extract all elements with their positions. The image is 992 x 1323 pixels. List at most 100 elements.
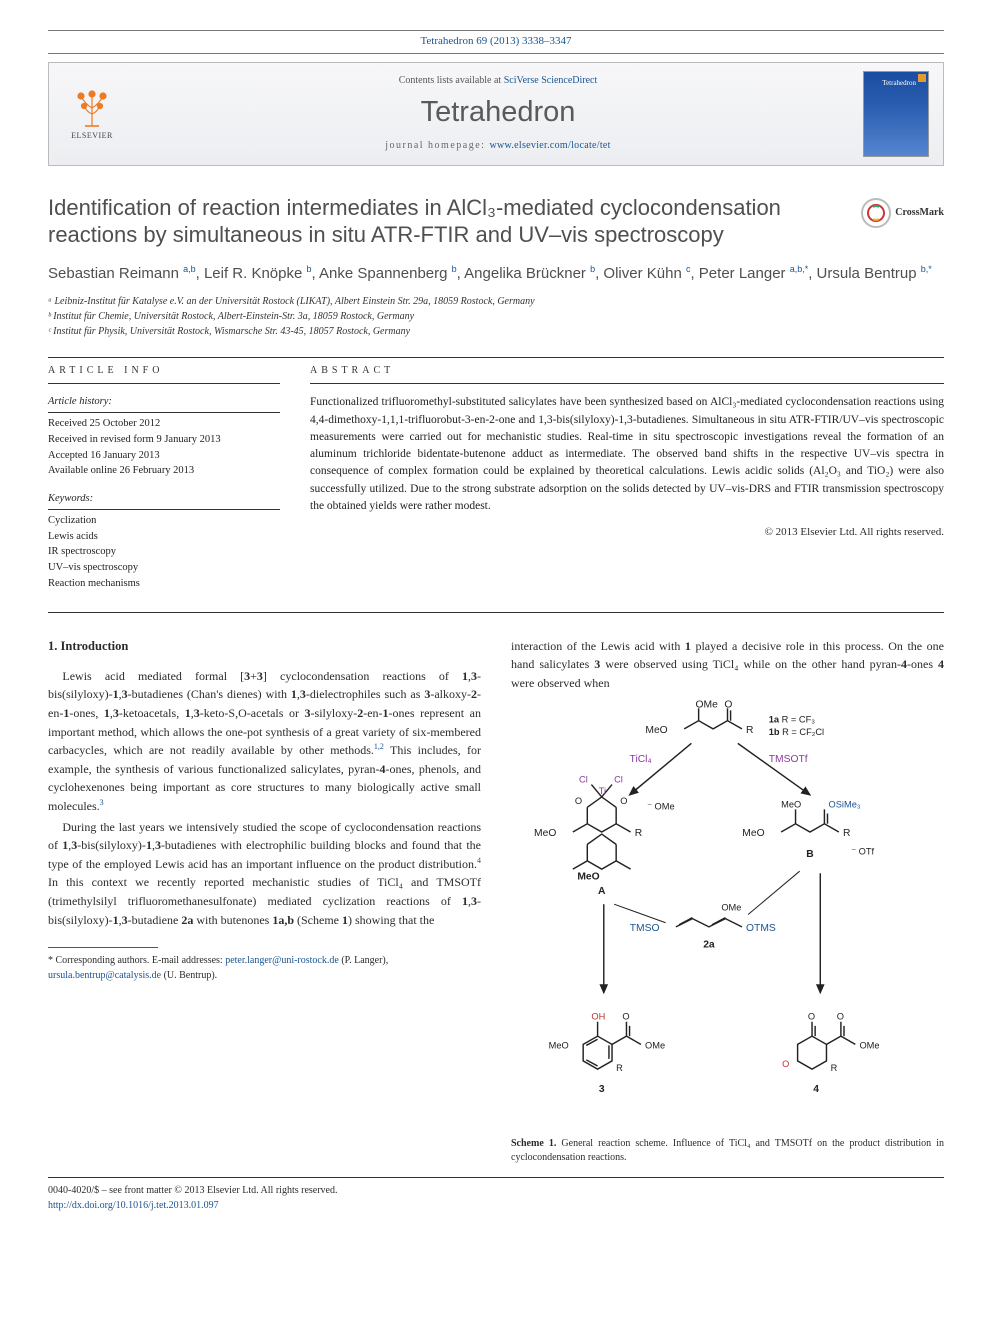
intro-para-3: interaction of the Lewis acid with 1 pla… [511, 637, 944, 693]
keyword: IR spectroscopy [48, 546, 116, 557]
a-ti: Ti [599, 786, 606, 796]
author-list: Sebastian Reimann a,b, Leif R. Knöpke b,… [48, 263, 944, 284]
abstract-column: ABSTRACT Functionalized trifluoromethyl-… [310, 364, 944, 604]
publisher-name: ELSEVIER [71, 130, 113, 142]
homepage-line: journal homepage: www.elsevier.com/locat… [133, 139, 863, 154]
keywords-block: Keywords: Cyclization Lewis acids IR spe… [48, 491, 280, 592]
article-info-label: ARTICLE INFO [48, 364, 280, 385]
a-minus: ⁻ OMe [647, 802, 675, 812]
article-history: Article history: Received 25 October 201… [48, 394, 280, 479]
label-r-top: R [746, 726, 753, 737]
b-r: R [843, 829, 850, 840]
species-1b-label: 1b R = CF₂Cl [769, 728, 824, 738]
scheme-caption-text: General reaction scheme. Influence of Ti… [511, 1138, 944, 1163]
history-line: Accepted 16 January 2013 [48, 450, 160, 461]
keywords-heading: Keywords: [48, 491, 280, 510]
a-cl1: Cl [579, 775, 588, 785]
affiliations: ᵃ Leibniz-Institut für Katalyse e.V. an … [48, 294, 944, 339]
abstract-copyright: © 2013 Elsevier Ltd. All rights reserved… [310, 525, 944, 541]
2a-ome: OMe [721, 903, 741, 913]
journal-header: ELSEVIER Contents lists available at Sci… [48, 62, 944, 166]
journal-cover-thumb: Tetrahedron [863, 71, 929, 157]
keyword: UV–vis spectroscopy [48, 562, 138, 573]
citation-bar: Tetrahedron 69 (2013) 3338–3347 [48, 30, 944, 54]
scheme-1-svg: MeO OMe O R 1a R = CF₃ 1b R = CF₂Cl TiCl… [511, 698, 944, 1131]
homepage-prefix: journal homepage: [385, 140, 489, 151]
contents-prefix: Contents lists available at [399, 75, 504, 86]
email-link-2[interactable]: ursula.bentrup@catalysis.de [48, 970, 161, 981]
a-ome-bottom: MeO [577, 872, 599, 883]
crossmark-label: CrossMark [895, 206, 944, 221]
4-o2: O [837, 1012, 844, 1022]
header-center: Contents lists available at SciVerse Sci… [133, 74, 863, 154]
scheme-caption-lead: Scheme 1. [511, 1138, 556, 1149]
tmsotf-label: TMSOTf [769, 754, 808, 765]
doi-link[interactable]: http://dx.doi.org/10.1016/j.tet.2013.01.… [48, 1200, 219, 1211]
body-right-column: interaction of the Lewis acid with 1 pla… [511, 637, 944, 1166]
elsevier-tree-icon [71, 86, 113, 128]
abstract-text: Functionalized trifluoromethyl-substitut… [310, 394, 944, 515]
email-link-1[interactable]: peter.langer@uni-rostock.de [225, 955, 339, 966]
4-r: R [831, 1064, 838, 1074]
3-r: R [616, 1064, 623, 1074]
scheme-1-figure: MeO OMe O R 1a R = CF₃ 1b R = CF₂Cl TiCl… [511, 698, 944, 1165]
footnote-lead: * Corresponding authors. E-mail addresse… [48, 955, 225, 966]
history-heading: Article history: [48, 394, 280, 413]
species-3-label: 3 [599, 1084, 605, 1095]
elsevier-logo: ELSEVIER [63, 82, 121, 146]
species-4-label: 4 [813, 1084, 819, 1095]
a-meo: MeO [534, 829, 556, 840]
species-2a-label: 2a [703, 940, 715, 951]
3-oh: OH [591, 1012, 605, 1022]
label-meo: MeO [645, 726, 667, 737]
4-o-ring: O [782, 1060, 789, 1070]
contents-available-line: Contents lists available at SciVerse Sci… [133, 74, 863, 89]
history-line: Received in revised form 9 January 2013 [48, 434, 221, 445]
crossmark-icon [861, 198, 891, 228]
article-title: Identification of reaction intermediates… [48, 194, 843, 249]
history-line: Received 25 October 2012 [48, 418, 160, 429]
footer-copyright: 0040-4020/$ – see front matter © 2013 El… [48, 1185, 337, 1196]
section-1-heading: 1. Introduction [48, 637, 481, 655]
abstract-label: ABSTRACT [310, 364, 944, 385]
species-1-label: 1a R = CF₃ [769, 715, 815, 725]
scheme-1-caption: Scheme 1. General reaction scheme. Influ… [511, 1137, 944, 1165]
b-minus: ⁻ OTf [851, 847, 874, 857]
cover-thumb-title: Tetrahedron [882, 78, 916, 88]
a-r: R [635, 829, 642, 840]
corresponding-footnote: * Corresponding authors. E-mail addresse… [48, 953, 481, 983]
keyword: Cyclization [48, 515, 96, 526]
tmso-label: TMSO [630, 923, 660, 934]
b-meo: MeO [742, 829, 764, 840]
body-left-column: 1. Introduction Lewis acid mediated form… [48, 637, 481, 1166]
history-line: Available online 26 February 2013 [48, 465, 194, 476]
4-ome: OMe [859, 1041, 879, 1051]
scidirect-link[interactable]: SciVerse ScienceDirect [504, 75, 598, 86]
keyword: Lewis acids [48, 531, 98, 542]
intro-para-1: Lewis acid mediated formal [3+3] cycloco… [48, 667, 481, 816]
otms-label: OTMS [746, 923, 776, 934]
3-meo: MeO [549, 1041, 569, 1051]
ticl4-label: TiCl₄ [630, 754, 652, 765]
3-ome: OMe [645, 1041, 665, 1051]
journal-name: Tetrahedron [133, 91, 863, 133]
label-ome-top: OMe [696, 700, 719, 711]
crossmark-widget[interactable]: CrossMark [861, 198, 944, 228]
doi-prefix: http://dx.doi.org/ [48, 1200, 116, 1211]
3-o: O [622, 1012, 629, 1022]
b-ome: MeO [781, 800, 801, 810]
4-o-top: O [808, 1012, 815, 1022]
body-two-column: 1. Introduction Lewis acid mediated form… [48, 637, 944, 1166]
doi-value: 10.1016/j.tet.2013.01.097 [116, 1200, 219, 1211]
homepage-link[interactable]: www.elsevier.com/locate/tet [489, 140, 610, 151]
page-footer: 0040-4020/$ – see front matter © 2013 El… [48, 1177, 944, 1213]
a-cl2: Cl [614, 775, 623, 785]
footnote-name-1: (P. Langer), [339, 955, 388, 966]
a-o1: O [575, 797, 582, 807]
keyword: Reaction mechanisms [48, 578, 140, 589]
b-osime3: OSiMe₃ [829, 800, 861, 810]
article-info-column: ARTICLE INFO Article history: Received 2… [48, 364, 280, 604]
label-o-top: O [724, 700, 732, 711]
species-A-label: A [598, 886, 606, 897]
footnote-name-2: (U. Bentrup). [161, 970, 217, 981]
